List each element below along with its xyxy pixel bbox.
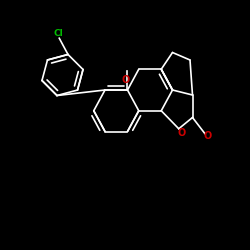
- Text: O: O: [177, 128, 186, 138]
- Text: O: O: [203, 131, 212, 141]
- Text: O: O: [122, 74, 130, 85]
- Text: Cl: Cl: [53, 29, 63, 38]
